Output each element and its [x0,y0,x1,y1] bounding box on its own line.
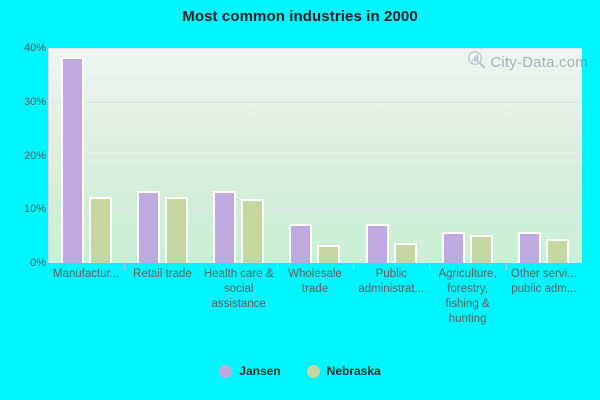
y-axis-tick-label: 30% [23,95,46,108]
y-axis-tick-label: 10% [23,203,46,216]
bar-group [429,48,505,263]
bar-jansen[interactable] [289,224,313,263]
legend-swatch-icon [219,364,233,378]
bar-nebraska[interactable] [393,242,417,263]
y-axis-tick-label: 20% [23,149,46,162]
x-axis-category-label: Agriculture, forestry, fishing & hunting [438,268,497,325]
bar-jansen[interactable] [442,231,466,263]
bar-group [48,48,124,263]
x-axis-tick [505,263,507,270]
bar-group [506,48,582,263]
y-axis-tick-label: 0% [30,257,46,269]
x-axis-category-labels: Manufactur... Retail trade Health care & s… [48,267,582,337]
x-axis-tick [200,263,202,270]
bar-groups [48,48,582,263]
x-axis-tick [353,263,355,270]
legend-item-jansen[interactable]: Jansen [219,364,281,378]
bar-nebraska[interactable] [88,196,112,263]
x-axis-category-label: Public administrat... [358,268,425,295]
x-axis-tick [124,263,126,270]
x-axis-tick [429,263,431,270]
bar-nebraska[interactable] [164,197,188,263]
legend-item-nebraska[interactable]: Nebraska [306,364,381,378]
x-axis-category-label: Retail trade [133,268,192,280]
bar-group [353,48,429,263]
bar-jansen[interactable] [213,190,237,263]
x-axis-category-label: Health care & social assistance [203,268,274,310]
bar-group [201,48,277,263]
magnifier-bar-chart-icon [467,50,487,75]
legend-label: Jansen [239,364,281,378]
bar-jansen[interactable] [365,224,389,263]
x-axis-category-label: Wholesale trade [288,268,342,295]
bar-nebraska[interactable] [470,234,494,263]
bar-group [277,48,353,263]
gridline [48,101,582,103]
bar-jansen[interactable] [136,190,160,263]
y-axis-labels: 0% 10% 20% 30% 40% [0,0,46,400]
gridline [48,48,582,49]
gridline [48,209,582,211]
x-axis-tick [276,263,278,270]
bar-group [124,48,200,263]
chart-legend: Jansen Nebraska [0,364,600,378]
y-axis-tick-label: 40% [23,42,46,54]
watermark-text: City-Data.com [490,54,588,71]
bar-nebraska[interactable] [241,198,265,263]
bar-jansen[interactable] [518,231,542,263]
legend-label: Nebraska [326,364,381,378]
bar-nebraska[interactable] [317,245,341,263]
bar-jansen[interactable] [60,56,84,263]
gridline [48,155,582,157]
watermark: City-Data.com [467,50,588,75]
x-axis-category-label: Other servi... public adm... [510,268,577,295]
chart-title: Most common industries in 2000 [182,8,418,25]
x-axis-category-label: Manufactur... [52,268,120,280]
bar-nebraska[interactable] [546,238,570,263]
legend-swatch-icon [306,364,320,378]
